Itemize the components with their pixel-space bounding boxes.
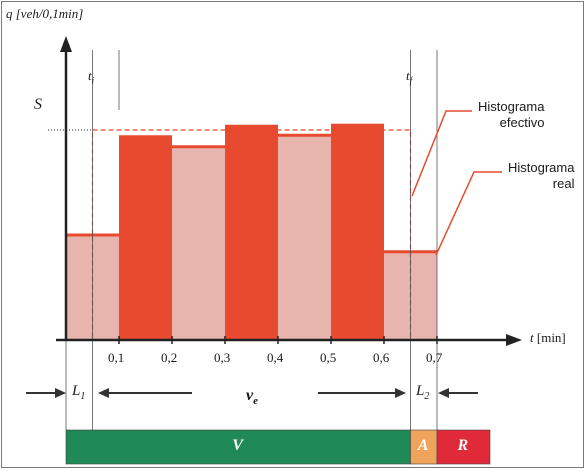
phase-label-v: V — [232, 437, 243, 454]
saturation-label: S — [34, 96, 42, 113]
x-axis-arrowhead — [506, 334, 522, 346]
phase-label-a: A — [417, 437, 429, 454]
legend-effective: Histograma efectivo — [478, 99, 545, 130]
y-axis-arrowhead — [60, 36, 72, 52]
histogram-bar-4 — [225, 124, 278, 340]
phase-segment-r — [436, 429, 491, 465]
x-axis-label: t [min] — [530, 330, 566, 345]
histogram-bar-5 — [278, 135, 331, 340]
ve-label: ve — [246, 387, 258, 408]
ve-arrow-left — [98, 388, 192, 398]
phase-segment-v — [65, 429, 411, 465]
histogram-bar-2 — [119, 135, 172, 340]
l1-arrow-left — [26, 388, 66, 398]
x-tick-label-6: 0,6 — [373, 350, 390, 365]
histogram-bar-3 — [172, 146, 225, 340]
phase-label-r: R — [457, 437, 469, 454]
tf-label: tf — [406, 68, 413, 86]
ve-arrow-right — [318, 388, 406, 398]
l1-label: L1 — [72, 383, 86, 402]
y-axis-label: q [veh/0,1min] — [6, 6, 84, 21]
l2-arrow-right — [438, 388, 478, 398]
x-tick-label-2: 0,2 — [161, 350, 178, 365]
l2-label: L2 — [416, 383, 430, 402]
x-tick-label-7: 0,7 — [426, 350, 443, 365]
legend-real: Histograma real — [508, 160, 575, 191]
bars-group — [66, 123, 437, 340]
x-tick-label-3: 0,3 — [214, 350, 231, 365]
legend-real-leader — [435, 171, 502, 256]
histogram-bar-6 — [331, 123, 384, 340]
legend-effective-leader — [411, 110, 472, 197]
x-tick-label-5: 0,5 — [320, 350, 337, 365]
x-tick-label-1: 0,1 — [108, 350, 125, 365]
ti-label: ti — [88, 68, 95, 86]
x-tick-label-4: 0,4 — [267, 350, 284, 365]
phase-bar — [65, 429, 491, 465]
